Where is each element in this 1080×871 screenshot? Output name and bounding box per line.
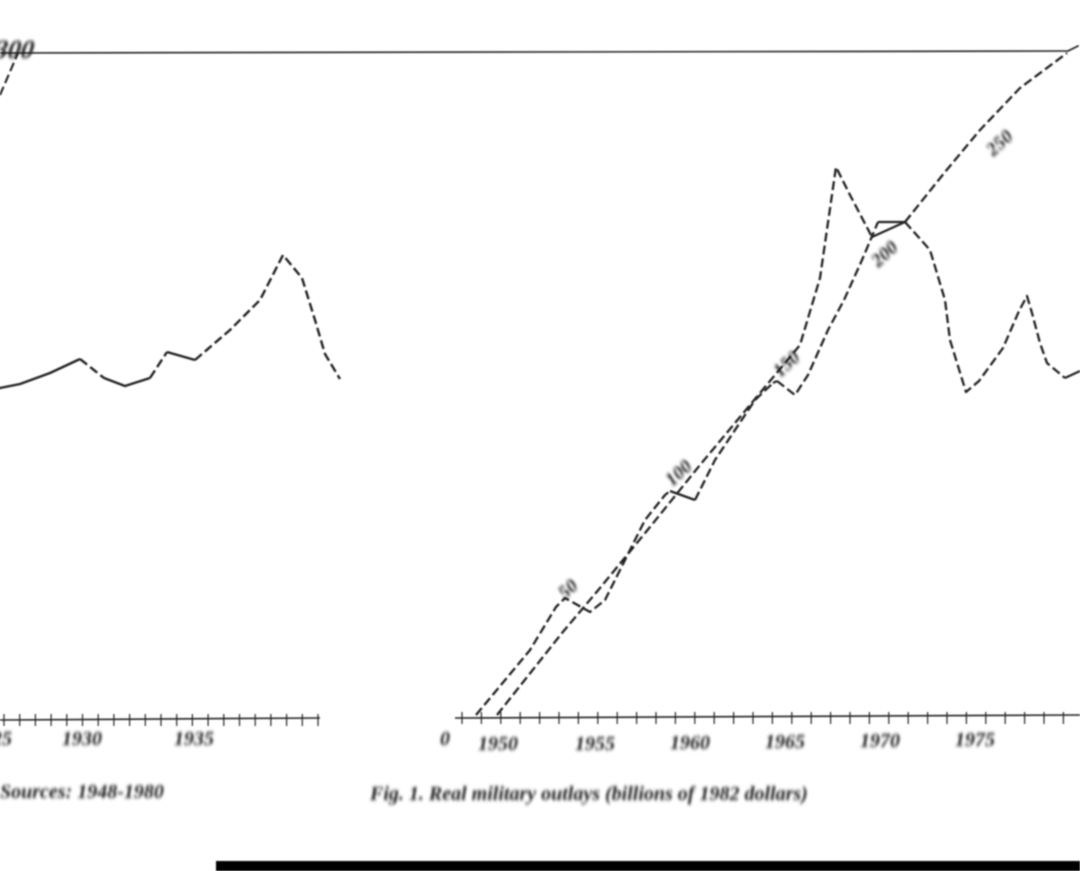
svg-text:1925: 1925 <box>0 728 12 750</box>
svg-text:0: 0 <box>440 728 450 750</box>
svg-text:Fig. 1. Real military outlays: Fig. 1. Real military outlays (billions … <box>369 783 808 805</box>
svg-text:1955: 1955 <box>575 733 615 755</box>
svg-text:Sources: 1948-1980: Sources: 1948-1980 <box>0 781 164 803</box>
svg-text:1935: 1935 <box>174 728 214 750</box>
svg-text:1930: 1930 <box>62 728 102 750</box>
svg-text:1965: 1965 <box>765 731 805 753</box>
svg-text:1970: 1970 <box>860 730 900 752</box>
svg-text:200: 200 <box>867 237 903 273</box>
svg-text:1975: 1975 <box>955 729 995 751</box>
svg-text:100: 100 <box>661 456 697 491</box>
svg-text:300: 300 <box>0 35 36 64</box>
svg-text:1960: 1960 <box>670 732 710 754</box>
svg-text:1950: 1950 <box>478 733 518 755</box>
svg-text:50: 50 <box>554 575 583 604</box>
svg-text:250: 250 <box>982 126 1018 162</box>
